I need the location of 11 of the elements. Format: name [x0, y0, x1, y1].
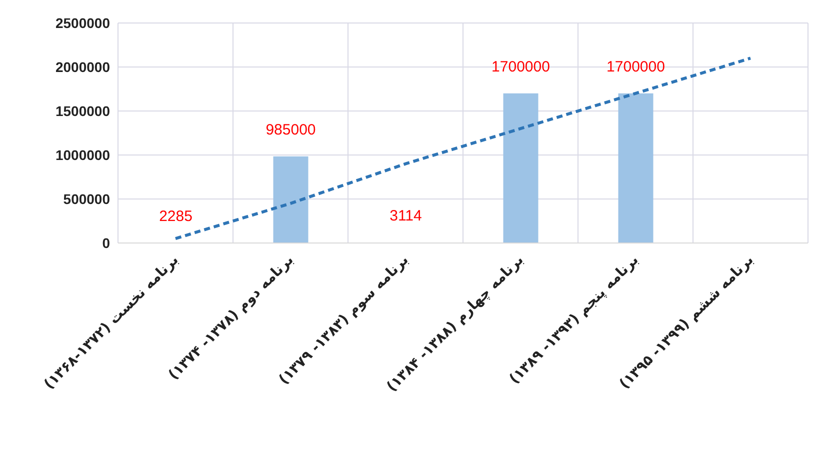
data-label: 1700000 [606, 58, 665, 76]
y-tick-label: 1000000 [55, 146, 110, 163]
y-tick-label: 2500000 [55, 14, 110, 31]
y-tick-label: 500000 [63, 190, 110, 207]
y-tick-label: 0 [102, 234, 110, 251]
y-tick-label: 2000000 [55, 58, 110, 75]
data-label: 1700000 [492, 58, 550, 76]
data-label: 3114 [390, 208, 422, 225]
data-label: 985000 [266, 121, 316, 138]
y-tick-label: 1500000 [55, 102, 110, 119]
data-label: 2285 [159, 208, 192, 225]
